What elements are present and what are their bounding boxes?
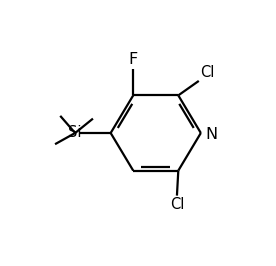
Text: F: F [129,52,138,68]
Text: Cl: Cl [200,65,214,80]
Text: Si: Si [68,126,82,140]
Text: Cl: Cl [170,197,184,213]
Text: N: N [206,127,218,142]
